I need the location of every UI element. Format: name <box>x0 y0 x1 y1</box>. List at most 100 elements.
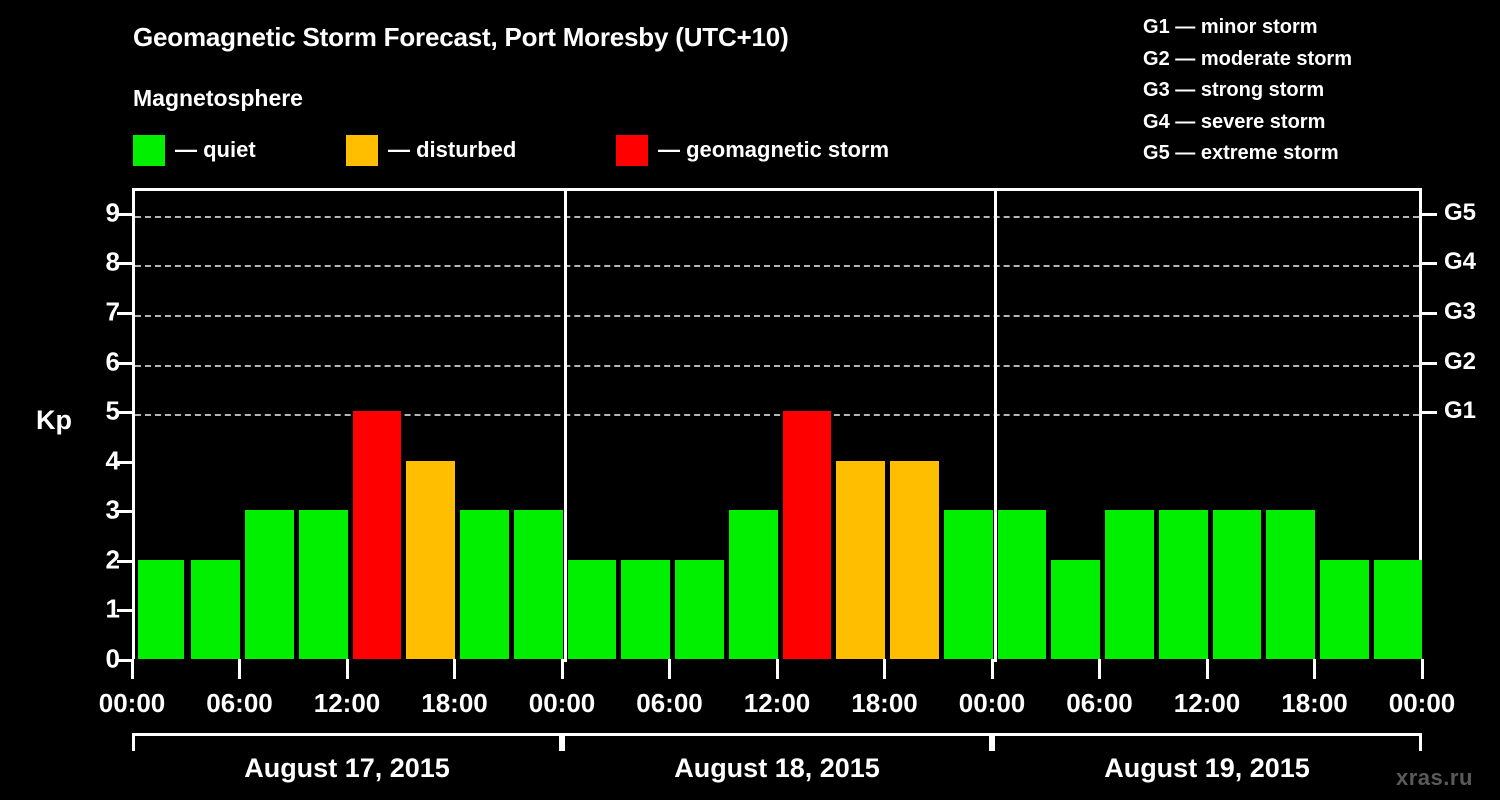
legend-label-geomagnetic-storm: — geomagnetic storm <box>658 137 890 162</box>
bar-3 <box>298 510 348 659</box>
bar-11 <box>728 510 778 659</box>
bar-23 <box>1373 559 1422 659</box>
bar-9 <box>621 559 670 659</box>
gridline-kp-5 <box>135 414 1419 417</box>
legend-item-geomagnetic-storm: — geomagnetic storm <box>616 133 889 167</box>
x-tick-label-4: 00:00 <box>528 688 596 718</box>
legend-item-disturbed: — disturbed <box>346 133 516 167</box>
bar-19 <box>1158 510 1208 659</box>
x-tick-label-3: 18:00 <box>421 688 488 718</box>
bar-5 <box>406 460 455 659</box>
g-legend-row-g5: G5 — extreme storm <box>1143 142 1339 164</box>
bar-2 <box>245 510 294 659</box>
x-tick-mark-2 <box>345 659 349 679</box>
color-legend: — quiet — disturbed — geomagnetic storm <box>133 133 1033 167</box>
y-tick-label-0: 0 <box>105 643 120 674</box>
g-tick-label-g5: G5 <box>1444 198 1477 226</box>
x-tick-label-11: 18:00 <box>1281 688 1348 718</box>
bar-6 <box>460 510 509 659</box>
g-tick-label-g1: G1 <box>1444 397 1477 425</box>
x-tick-mark-1 <box>238 659 241 679</box>
bar-15 <box>943 510 993 659</box>
legend-label-disturbed: — disturbed <box>388 137 517 162</box>
bar-8 <box>567 559 617 659</box>
y-axis-title: Kp <box>36 405 72 435</box>
y-tick-label-3: 3 <box>105 494 120 525</box>
date-bracket-3 <box>992 733 1422 751</box>
date-bracket-2 <box>562 733 992 751</box>
y-tick-mark-6 <box>117 361 132 365</box>
legend-swatch-quiet <box>133 134 165 166</box>
x-tick-mark-7 <box>883 659 886 679</box>
bar-7 <box>513 510 563 659</box>
legend-label-quiet: — quiet <box>175 137 256 162</box>
g-legend-row-g4: G4 — severe storm <box>1143 110 1326 133</box>
x-tick-label-12: 00:00 <box>1388 688 1456 718</box>
legend-item-quiet: — quiet <box>133 133 256 167</box>
y-tick-mark-1 <box>117 609 132 613</box>
y-tick-label-9: 9 <box>105 197 120 228</box>
y-tick-label-4: 4 <box>105 445 120 476</box>
gridline-kp-6 <box>135 364 1419 367</box>
x-tick-mark-8 <box>990 659 994 679</box>
g-tick-mark-g5 <box>1422 212 1437 216</box>
x-tick-label-8: 00:00 <box>958 688 1026 718</box>
y-tick-label-2: 2 <box>105 544 120 575</box>
plot-area <box>132 188 1422 662</box>
bar-10 <box>675 559 724 659</box>
y-tick-label-8: 8 <box>105 246 120 277</box>
bar-18 <box>1105 510 1154 659</box>
x-tick-mark-4 <box>560 659 564 679</box>
date-bracket-1 <box>132 733 562 751</box>
x-tick-mark-11 <box>1313 659 1316 679</box>
g-tick-mark-g1 <box>1422 411 1437 415</box>
x-tick-label-6: 12:00 <box>743 688 811 718</box>
y-tick-label-7: 7 <box>105 296 120 327</box>
legend-swatch-disturbed <box>346 134 378 166</box>
g-tick-mark-g4 <box>1422 262 1437 266</box>
g-tick-label-g4: G4 <box>1444 248 1477 276</box>
g-scale-legend: G1 — minor storm G2 — moderate storm G3 — … <box>1143 12 1352 170</box>
y-tick-label-6: 6 <box>105 346 120 377</box>
y-tick-label-1: 1 <box>105 593 120 624</box>
x-tick-mark-3 <box>453 659 456 679</box>
gridlines <box>135 191 1419 659</box>
x-tick-label-7: 18:00 <box>851 688 918 718</box>
x-tick-mark-5 <box>668 659 671 679</box>
x-tick-mark-6 <box>775 659 779 679</box>
watermark: xras.ru <box>1396 765 1473 790</box>
y-tick-mark-7 <box>117 311 132 315</box>
g-tick-mark-g3 <box>1422 311 1437 315</box>
g-tick-label-g2: G2 <box>1444 347 1477 375</box>
day-dividers <box>135 191 1419 662</box>
bar-16 <box>997 510 1047 659</box>
bar-14 <box>890 460 939 659</box>
y-tick-mark-3 <box>117 510 132 514</box>
page-title: Geomagnetic Storm Forecast, Port Moresby… <box>133 22 789 52</box>
x-tick-label-9: 06:00 <box>1066 688 1133 718</box>
y-tick-mark-0 <box>117 659 132 662</box>
bar-12 <box>782 411 832 659</box>
legend-swatch-geomagnetic-storm <box>616 134 648 166</box>
y-tick-mark-5 <box>117 411 132 415</box>
bar-series <box>135 191 1422 659</box>
day-divider-2 <box>993 191 997 662</box>
date-label-2: August 18, 2015 <box>674 753 880 783</box>
x-tick-mark-10 <box>1205 659 1209 679</box>
bar-4 <box>352 411 402 659</box>
x-tick-label-10: 12:00 <box>1173 688 1241 718</box>
gridline-kp-7 <box>135 314 1419 317</box>
x-tick-label-1: 06:00 <box>206 688 273 718</box>
g-legend-row-g2: G2 — moderate storm <box>1143 47 1352 70</box>
x-tick-label-2: 12:00 <box>313 688 381 718</box>
bar-1 <box>191 559 240 659</box>
x-tick-label-5: 06:00 <box>636 688 703 718</box>
x-tick-mark-12 <box>1420 659 1424 679</box>
date-label-1: August 17, 2015 <box>244 753 450 783</box>
g-legend-row-g1: G1 — minor storm <box>1143 16 1318 38</box>
y-tick-mark-4 <box>117 460 132 464</box>
g-tick-label-g3: G3 <box>1444 297 1477 325</box>
y-tick-mark-9 <box>117 212 132 216</box>
gridline-kp-8 <box>135 265 1419 268</box>
